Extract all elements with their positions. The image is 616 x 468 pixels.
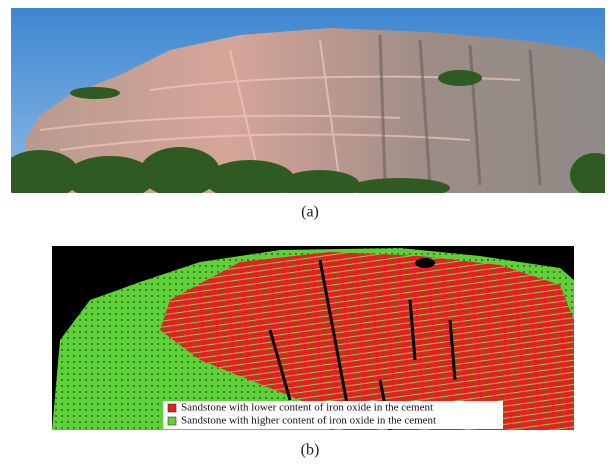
photo-a xyxy=(0,8,616,200)
panel-label: (b) xyxy=(301,442,320,459)
legend-swatch xyxy=(168,417,176,425)
page: {"panels": [ {"label": "(a)"}, {"label":… xyxy=(0,0,616,468)
legend: Sandstone with lower content of iron oxi… xyxy=(163,401,503,429)
legend-swatch xyxy=(168,404,176,412)
figure: (a) Sandstone with lower content of iron… xyxy=(0,0,616,468)
legend-label: Sandstone with higher content of iron ox… xyxy=(181,415,436,427)
panel-label: (a) xyxy=(301,204,319,221)
legend-label: Sandstone with lower content of iron oxi… xyxy=(181,402,433,414)
